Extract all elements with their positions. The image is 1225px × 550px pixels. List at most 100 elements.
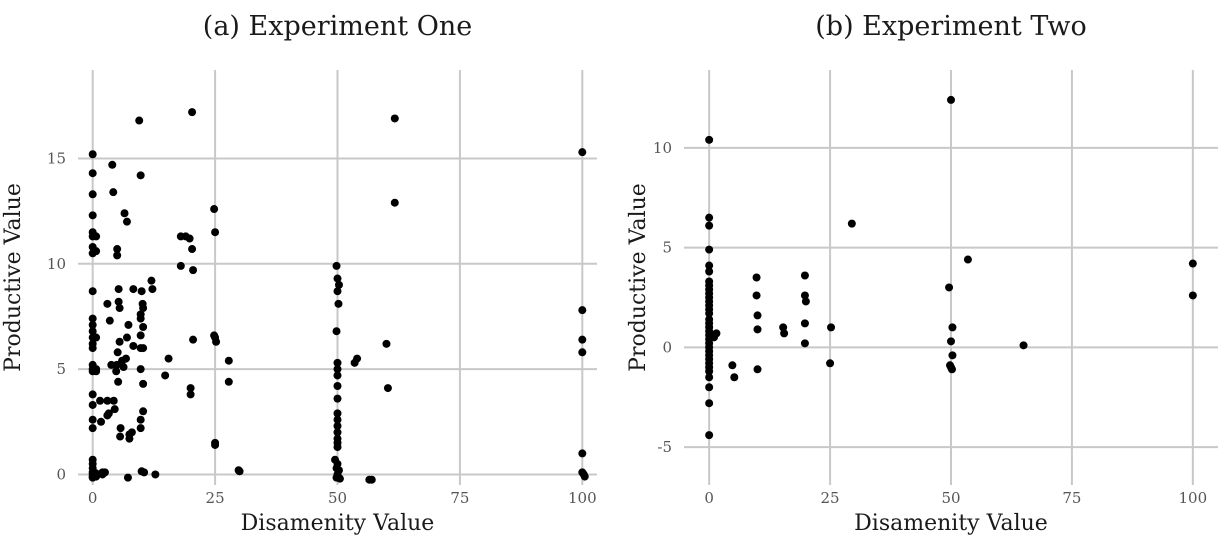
panel-1-data-point <box>335 474 344 483</box>
panel-1-data-point <box>116 432 125 441</box>
panel-1-data-point <box>139 407 148 416</box>
panel-2-y-axis-label: Productive Value <box>626 183 651 372</box>
panel-1-data-point <box>103 396 112 405</box>
panel-1-y-tick-label: 5 <box>56 360 66 378</box>
panel-2-data-point <box>1019 341 1028 350</box>
panel-1-x-tick-label: 0 <box>88 489 98 507</box>
panel-1-data-point <box>334 280 343 289</box>
panel-1-data-point <box>88 169 97 178</box>
panel-1-data-point <box>151 470 160 479</box>
panel-1-data-point <box>333 287 342 296</box>
panel-2-data-point <box>728 361 737 370</box>
panel-1-x-tick-label: 50 <box>328 489 347 507</box>
panel-2-data-point <box>753 311 762 320</box>
panel-2-data-point <box>801 297 810 306</box>
panel-1-data-point <box>383 384 392 393</box>
panel-1-data-point <box>333 358 342 367</box>
panel-2-x-tick-label: 50 <box>941 489 960 507</box>
panel-1-data-point <box>332 261 341 270</box>
panel-1-data-point <box>105 316 114 325</box>
panel-1-data-point <box>139 323 148 332</box>
panel-1-data-point <box>235 467 244 476</box>
panel-1-data-point <box>88 344 97 353</box>
panel-2-data-point <box>780 329 789 338</box>
panel-1-data-point <box>121 354 130 363</box>
panel-1-data-point <box>136 415 145 424</box>
panel-2-data-point <box>705 399 714 408</box>
panel-1-data-point <box>136 365 145 374</box>
panel-1-data-point <box>578 335 587 344</box>
panel-2-data-point <box>945 283 954 292</box>
panel-2-data-point <box>1188 259 1197 268</box>
panel-1-data-point <box>100 468 109 477</box>
panel-1-data-point <box>113 245 122 254</box>
panel-1-data-point <box>88 400 97 409</box>
panel-2-data-point <box>847 219 856 228</box>
panel-1-data-point <box>136 314 145 323</box>
panel-2-x-tick-label: 100 <box>1179 489 1208 507</box>
panel-1-data-point <box>123 473 132 482</box>
panel-2-x-tick-label: 0 <box>704 489 714 507</box>
panel-1-data-point <box>136 331 145 340</box>
panel-1-data-point <box>333 428 342 437</box>
panel-1-data-point <box>92 472 101 481</box>
panel-1-data-point <box>88 327 97 336</box>
panel-1-data-point <box>119 363 128 372</box>
panel-1-data-point <box>125 434 134 443</box>
panel-2-data-point <box>730 373 739 382</box>
panel-1-data-point <box>140 468 149 477</box>
panel-1-data-point <box>186 390 195 399</box>
panel-1-data-point <box>139 379 148 388</box>
panel-1-data-point <box>136 424 145 433</box>
panel-1-data-point <box>88 415 97 424</box>
panel-1-data-point <box>224 356 233 365</box>
panel-1-data-point <box>135 116 144 125</box>
panel-1-y-tick-label: 10 <box>47 255 66 273</box>
panel-1-data-point <box>129 341 138 350</box>
panel-2-y-tick-label: 0 <box>662 338 672 356</box>
panel-1-data-point <box>353 354 362 363</box>
panel-1-data-point <box>88 190 97 199</box>
panel-1-data-point <box>578 449 587 458</box>
panel-1-data-point <box>120 209 129 218</box>
panel-1-data-point <box>103 299 112 308</box>
panel-1-x-axis-label: Disamenity Value <box>241 511 435 536</box>
panel-2-data-point <box>826 359 835 368</box>
panel-1-data-point <box>333 443 342 452</box>
panel-2-data-point <box>800 319 809 328</box>
panel-1-data-point <box>185 234 194 243</box>
panel-1-data-point <box>115 337 124 346</box>
panel-1-data-point <box>333 409 342 418</box>
panel-1-data-point <box>112 360 121 369</box>
panel-1-data-point <box>88 287 97 296</box>
panel-2-data-point <box>800 339 809 348</box>
panel-1-data-point <box>139 344 148 353</box>
panel-1-data-point <box>136 171 145 180</box>
panel-2-data-point <box>705 367 714 376</box>
panel-2-data-point <box>753 325 762 334</box>
panel-1-data-point <box>92 232 101 241</box>
panel-1-data-point <box>114 285 123 294</box>
panel-1-data-point <box>148 285 157 294</box>
panel-1-data-point <box>114 297 123 306</box>
panel-1-data-point <box>332 327 341 336</box>
panel-2-x-tick-label: 25 <box>821 489 840 507</box>
panel-1-data-point <box>210 205 219 214</box>
panel-2-data-point <box>947 95 955 104</box>
panel-1-data-point <box>147 276 156 285</box>
panel-1-data-point <box>161 371 170 380</box>
panel-1-data-point <box>333 274 342 283</box>
panel-1-data-point <box>122 333 131 342</box>
panel-1-data-point <box>92 333 101 342</box>
panel-2-y-tick-label: 5 <box>662 239 672 257</box>
panel-1-data-point <box>129 285 138 294</box>
panel-1-data-point <box>116 424 125 433</box>
panel-1-data-point <box>367 475 376 484</box>
panel-1-data-point <box>88 150 97 159</box>
panel-1-data-point <box>97 417 106 426</box>
panel-2-data-point <box>705 309 714 318</box>
panel-2-data-point <box>753 365 762 374</box>
panel-1-data-point <box>333 394 342 403</box>
panel-1-data-point <box>334 299 343 308</box>
panel-2-data-point <box>1188 291 1197 300</box>
